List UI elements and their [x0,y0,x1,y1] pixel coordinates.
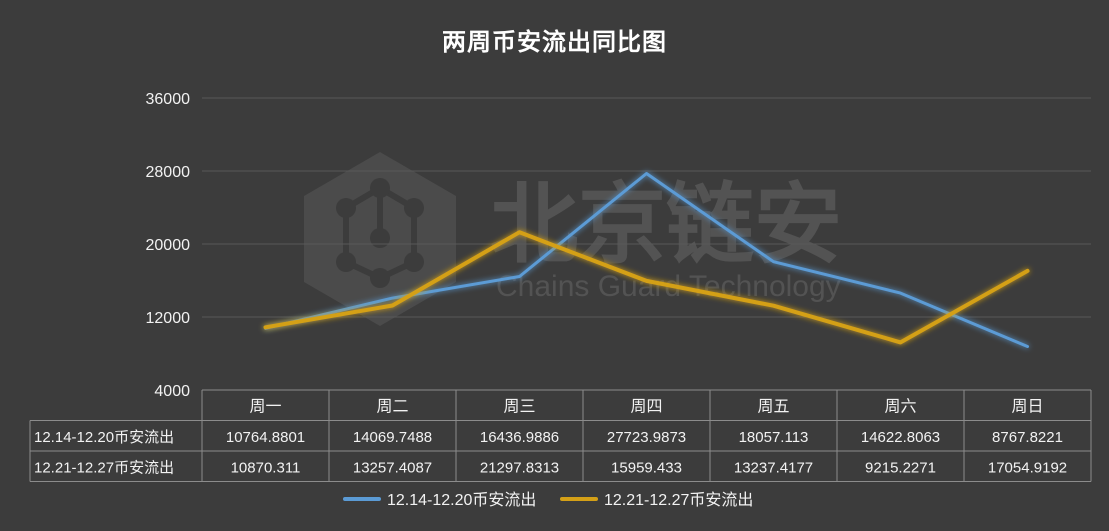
watermark: 北京链安 Chains Guard Technology [304,152,842,326]
table-cell-value: 16436.9886 [480,429,559,446]
table-row-label: 12.14-12.20币安流出 [34,429,174,446]
table-cell-value: 10870.311 [231,459,301,476]
y-tick-label: 20000 [146,237,191,254]
table-cell-value: 17054.9192 [988,459,1067,476]
table-cell-value: 8767.8221 [992,429,1063,446]
x-category-label: 周四 [630,398,662,415]
legend-label-2: 12.21-12.27币安流出 [604,491,753,509]
table-cell-value: 13237.4177 [734,459,813,476]
legend-label-1: 12.14-12.20币安流出 [387,491,536,509]
table-cell-value: 18057.113 [739,429,809,446]
x-category-label: 周二 [376,398,408,415]
table-cell-value: 13257.4087 [353,459,432,476]
table-cell-value: 14622.8063 [861,429,940,446]
watermark-logo-nodes-icon [336,178,424,288]
x-category-label: 周一 [249,398,281,415]
x-category-label: 周日 [1011,398,1043,415]
chart-title: 两周币安流出同比图 [442,27,667,56]
x-category-label: 周六 [884,397,916,415]
x-category-label: 周三 [503,398,535,415]
watermark-cn: 北京链安 [490,175,842,274]
series-line-1 [264,172,1029,348]
table-cell-value: 10764.8801 [226,429,305,446]
table-row-label: 12.21-12.27币安流出 [34,459,174,476]
y-tick-label: 12000 [146,310,191,327]
y-tick-label: 4000 [154,383,190,400]
x-category-label: 周五 [757,398,789,415]
table-cell-value: 27723.9873 [607,429,686,446]
table-cell-value: 9215.2271 [865,459,936,476]
table-cell-value: 21297.8313 [480,459,559,476]
table-cell-value: 14069.7488 [353,429,432,446]
table-cell-value: 15959.433 [611,459,682,476]
y-tick-label: 36000 [146,91,191,108]
y-tick-label: 28000 [146,164,191,181]
series-line-2 [263,230,1030,345]
